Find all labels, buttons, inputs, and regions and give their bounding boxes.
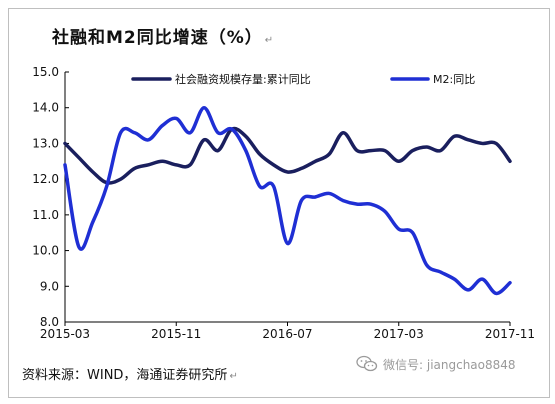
y-tick-label: 13.0 (32, 136, 59, 150)
legend-label-1: 社会融资规模存量:累计同比 (175, 72, 311, 86)
paragraph-mark-icon: ↵ (264, 35, 275, 46)
legend: 社会融资规模存量:累计同比 M2:同比 (131, 72, 475, 86)
x-tick-label: 2017-11 (485, 327, 535, 341)
source-note: 资料来源：WIND，海通证券研究所 ↵ (22, 364, 238, 383)
series-line-2 (63, 105, 512, 296)
x-tick-label: 2015-03 (40, 327, 90, 341)
series-line-1 (63, 126, 512, 185)
wechat-icon (356, 355, 378, 372)
legend-label-2: M2:同比 (433, 73, 475, 86)
y-tick-label: 9.0 (40, 279, 59, 293)
chart-title: 社融和M2同比增速（%） ↵ (52, 23, 274, 48)
chart-title-text: 社融和M2同比增速（%） (52, 28, 263, 48)
x-tick-label: 2017-03 (374, 327, 424, 341)
x-axis: 2015-03 2015-11 2016-07 2017-03 2017-11 (40, 321, 535, 341)
y-tick-label: 14.0 (32, 101, 59, 115)
series-group (63, 105, 512, 296)
y-tick-label: 8.0 (40, 315, 59, 329)
y-tick-label: 15.0 (32, 65, 59, 79)
x-tick-label: 2016-07 (262, 327, 312, 341)
chart-frame (8, 8, 550, 398)
y-tick-label: 12.0 (32, 172, 59, 186)
watermark: 微信号: jiangchao8848 (356, 355, 516, 373)
x-tick-label: 2015-11 (151, 327, 201, 341)
y-tick-label: 11.0 (32, 208, 59, 222)
source-text: 资料来源：WIND，海通证券研究所 (22, 368, 228, 383)
paragraph-mark-icon: ↵ (229, 371, 238, 382)
y-axis: 15.0 14.0 13.0 12.0 11.0 10.0 9.0 8.0 (32, 65, 69, 329)
watermark-text: 微信号: jiangchao8848 (383, 357, 516, 372)
y-tick-label: 10.0 (32, 244, 59, 258)
